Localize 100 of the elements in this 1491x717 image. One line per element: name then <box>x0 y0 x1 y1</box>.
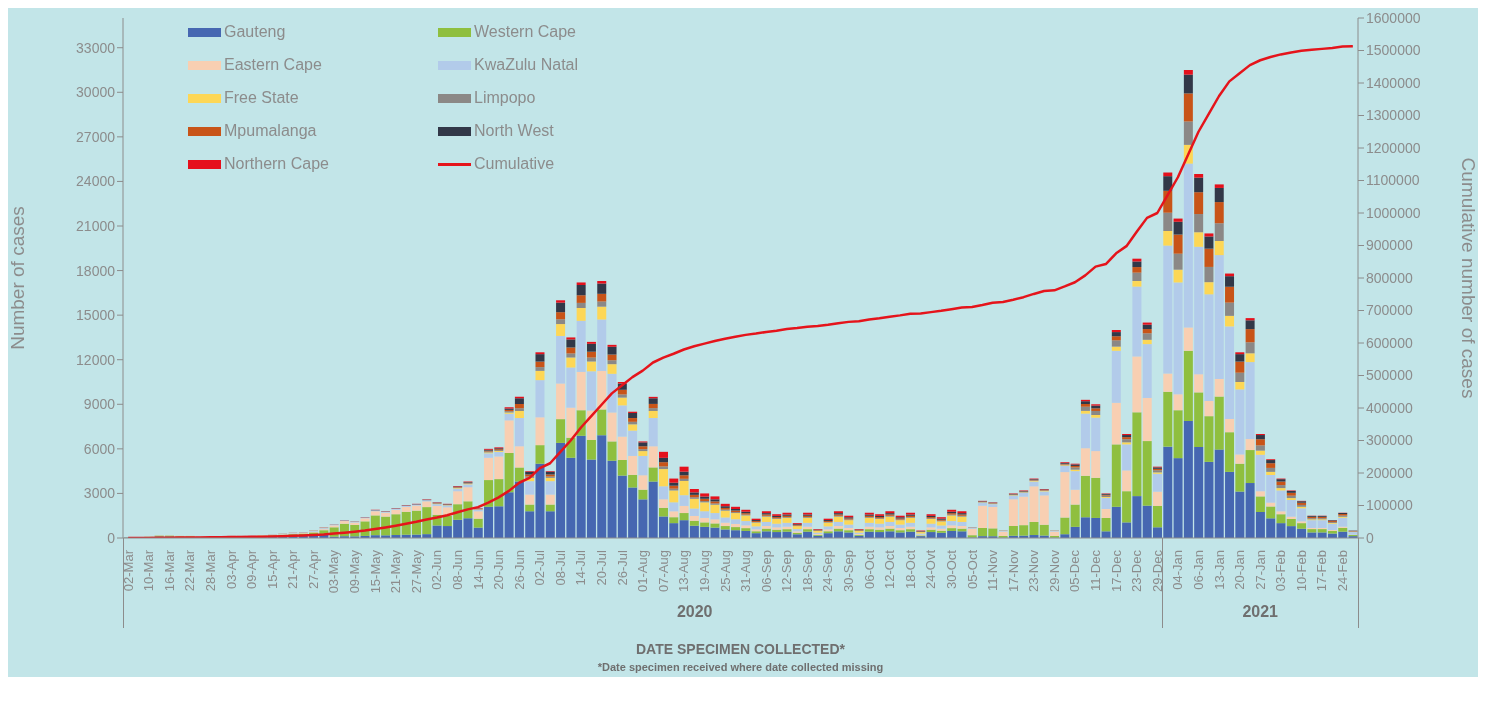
y-tick-label: 3000 <box>83 485 116 502</box>
x-tick-label: 03-May <box>326 549 342 594</box>
x-tick-label: 27-Jan <box>1252 550 1268 590</box>
x-axis-title: DATE SPECIMEN COLLECTED* <box>635 641 846 657</box>
x-tick-label: 26-Jun <box>511 550 527 590</box>
x-tick-label: 06-Jan <box>1190 550 1206 590</box>
x-tick-label: 17-Dec <box>1108 549 1124 592</box>
x-tick-label: 02-Jul <box>532 549 548 586</box>
x-tick-label: 11-Nov <box>985 549 1001 591</box>
x-tick-label: 30-Oct <box>943 549 959 590</box>
x-tick-label: 07-Aug <box>655 550 671 592</box>
legend-label: Eastern Cape <box>224 56 322 74</box>
y-tick-label: 6000 <box>83 440 116 457</box>
y2-tick-label: 500000 <box>1366 367 1413 384</box>
x-tick-label: 22-Mar <box>182 549 198 592</box>
y2-tick-label: 0 <box>1366 529 1374 546</box>
x-tick-label: 17-Nov <box>1005 549 1021 592</box>
x-tick-label: 10-Feb <box>1293 550 1309 592</box>
x-tick-label: 23-Nov <box>1026 549 1042 592</box>
x-tick-label: 24-Ovt <box>923 549 939 590</box>
x-tick-label: 27-Apr <box>305 549 321 590</box>
y2-tick-label: 1500000 <box>1366 42 1421 59</box>
x-tick-label: 17-Feb <box>1314 550 1330 592</box>
x-tick-label: 15-May <box>367 549 383 594</box>
x-tick-label: 29-Dec <box>1149 549 1165 592</box>
x-tick-label: 20-Jul <box>594 549 610 586</box>
legend-label: Free State <box>224 89 299 107</box>
y2-axis-title: Cumulative number of cases <box>1458 157 1480 399</box>
x-tick-label: 30-Sep <box>841 550 857 592</box>
y2-tick-label: 1100000 <box>1366 172 1420 189</box>
y2-tick-label: 900000 <box>1366 237 1413 254</box>
y2-tick-label: 1000000 <box>1366 204 1421 221</box>
legend-label: Limpopo <box>474 89 536 107</box>
x-tick-label: 14-Jun <box>470 550 486 590</box>
x-tick-label: 08-Jul <box>552 549 568 586</box>
y2-tick-label: 1600000 <box>1366 9 1421 26</box>
y2-tick-label: 800000 <box>1366 269 1413 286</box>
y2-tick-label: 1300000 <box>1366 107 1421 124</box>
x-tick-label: 20-Jan <box>1232 550 1248 590</box>
text: *Date specimen received where date collected missing <box>596 661 885 675</box>
x-tick-label: 05-Oct <box>964 549 980 590</box>
y-tick-label: 24000 <box>76 173 116 190</box>
y2-tick-label: 600000 <box>1366 334 1413 351</box>
legend-label: North West <box>474 122 554 140</box>
y-tick-label: 27000 <box>76 128 116 145</box>
x-tick-label: 13-Jan <box>1211 550 1227 590</box>
x-tick-label: 10-Mar <box>141 549 157 592</box>
x-tick-label: 09-May <box>347 549 363 594</box>
x-tick-label: 27-May <box>408 549 424 594</box>
y-tick-label: 9000 <box>83 396 116 413</box>
text: 2021 <box>1241 603 1279 621</box>
x-tick-label: 16-Mar <box>161 549 177 592</box>
x-tick-label: 18-Oct <box>902 549 918 590</box>
text: 2020 <box>675 603 714 621</box>
y2-tick-label: 400000 <box>1366 399 1413 416</box>
y2-tick-label: 100000 <box>1366 497 1413 514</box>
y-tick-label: 21000 <box>76 217 116 234</box>
x-tick-label: 15-Apr <box>264 549 280 590</box>
legend-label: Gauteng <box>224 23 286 41</box>
y-tick-label: 30000 <box>76 84 116 101</box>
x-tick-label: 26-Jul <box>614 549 630 586</box>
legend-label: Western Cape <box>474 23 576 41</box>
y-tick-label: 12000 <box>76 351 116 368</box>
y-axis-title: Number of cases <box>6 206 28 350</box>
y2-tick-label: 1200000 <box>1366 139 1421 156</box>
x-tick-label: 03-Apr <box>223 549 239 590</box>
x-tick-label: 28-Mar <box>202 549 218 592</box>
x-tick-label: 08-Jun <box>449 550 465 590</box>
x-tick-label: 24-Sep <box>820 550 836 592</box>
x-tick-label: 21-May <box>388 549 404 594</box>
x-tick-label: 23-Dec <box>1129 549 1145 592</box>
x-tick-label: 06-Oct <box>861 549 877 590</box>
legend-label: KwaZulu Natal <box>474 56 579 74</box>
x-tick-label: 20-Jun <box>491 550 507 590</box>
x-tick-label: 31-Aug <box>738 550 754 592</box>
x-tick-label: 21-Apr <box>285 549 301 590</box>
y-tick-label: 18000 <box>76 262 116 279</box>
x-tick-label: 11-Dec <box>1088 549 1104 591</box>
legend-label: Mpumalanga <box>224 122 317 140</box>
x-tick-label: 25-Aug <box>717 550 733 592</box>
x-tick-label: 19-Aug <box>696 550 712 592</box>
x-tick-label: 05-Dec <box>1067 549 1083 592</box>
legend-label: Cumulative <box>474 155 555 173</box>
x-tick-label: 12-Sep <box>779 550 795 592</box>
x-tick-label: 03-Feb <box>1273 550 1289 592</box>
x-tick-label: 02-Jun <box>429 550 445 590</box>
x-tick-label: 01-Aug <box>635 550 651 592</box>
x-tick-label: 02-Mar <box>120 549 136 592</box>
y-tick-label: 0 <box>107 529 116 546</box>
legend-label: Northern Cape <box>224 155 329 173</box>
y2-tick-label: 700000 <box>1366 302 1413 319</box>
x-tick-label: 09-Apr <box>244 549 260 590</box>
x-tick-label: 29-Nov <box>1046 549 1062 592</box>
y2-tick-label: 1400000 <box>1366 74 1421 91</box>
x-tick-label: 12-Oct <box>882 549 898 590</box>
x-tick-label: 06-Sep <box>758 550 774 592</box>
x-tick-label: 13-Aug <box>676 550 692 592</box>
x-tick-label: 18-Sep <box>799 550 815 592</box>
y-tick-label: 15000 <box>76 307 116 324</box>
x-tick-label: 14-Jul <box>573 549 589 586</box>
